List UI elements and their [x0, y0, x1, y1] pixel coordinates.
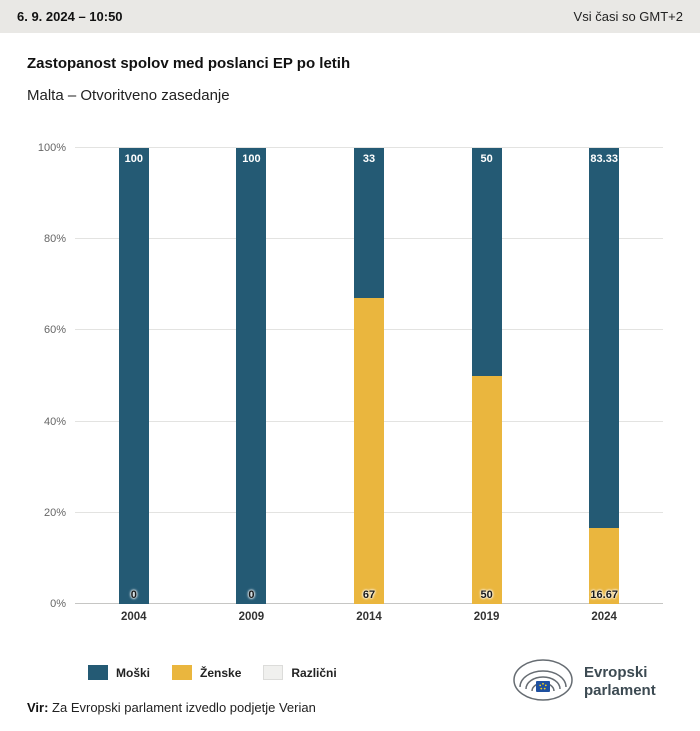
legend-item-2[interactable]: Različni	[263, 665, 337, 680]
bar-segment-1[interactable]	[589, 527, 620, 604]
page-title: Zastopanost spolov med poslanci EP po le…	[27, 55, 351, 72]
bar-value-label: 33	[362, 153, 376, 165]
bar-value-label: 100	[124, 153, 143, 165]
y-tick-label: 60%	[43, 324, 66, 337]
bar-segment-0[interactable]	[353, 148, 384, 299]
bar-value-label: 16.67	[590, 589, 618, 601]
legend-swatch	[88, 665, 108, 680]
bar-value-label: 50	[480, 153, 493, 165]
y-tick-label: 0%	[50, 598, 66, 610]
source-text: Za Evropski parlament izvedlo podjetje V…	[48, 700, 316, 715]
stacked-bar[interactable]: 83.33 16.67	[589, 148, 620, 604]
eu-flag-icon	[536, 681, 550, 692]
bar-segment-0[interactable]	[471, 148, 502, 376]
y-tick-label: 40%	[43, 415, 66, 428]
legend-label: Različni	[291, 665, 337, 680]
bar-value-label: 67	[362, 589, 376, 601]
x-tick-label: 2024	[591, 611, 617, 623]
x-tick-label: 2004	[121, 611, 147, 623]
page-subtitle: Malta – Otvoritveno zasedanje	[27, 87, 230, 104]
bar-segment-0[interactable]	[589, 148, 620, 528]
bar-segment-1[interactable]	[471, 376, 502, 604]
bar-value-label: 83.33	[590, 153, 618, 165]
x-tick-label: 2009	[238, 611, 265, 623]
bar-column: 33 67 2014	[310, 148, 428, 623]
x-tick-label: 2019	[473, 611, 500, 623]
bar-value-label: 50	[480, 589, 493, 601]
bar-segment-0[interactable]	[118, 148, 149, 604]
stacked-bar[interactable]: 100 0	[118, 148, 149, 604]
bar-column: 83.33 16.67 2024	[545, 148, 663, 623]
stacked-bar[interactable]: 100 0	[236, 148, 267, 604]
legend-item-0[interactable]: Moški	[88, 665, 150, 680]
bar-segment-0[interactable]	[236, 148, 267, 604]
timezone-text: Vsi časi so GMT+2	[573, 9, 683, 24]
y-tick-label: 100%	[37, 142, 66, 154]
x-tick-label: 2014	[356, 611, 382, 623]
logo-text-line1: Evropski	[584, 664, 647, 681]
legend-item-1[interactable]: Ženske	[172, 665, 241, 680]
gridline	[75, 147, 663, 148]
hemicycle-icon	[513, 659, 573, 701]
bar-column: 100 0 2009	[193, 148, 311, 623]
bar-value-label: 0	[248, 589, 255, 601]
top-bar: 6. 9. 2024 – 10:50 Vsi časi so GMT+2	[0, 0, 700, 33]
logo-text-line2: parlament	[584, 682, 656, 699]
stacked-bar[interactable]: 33 67	[353, 148, 384, 604]
y-tick-label: 80%	[43, 233, 66, 246]
bar-column: 100 0 2004	[75, 148, 193, 623]
y-tick-label: 20%	[43, 506, 66, 519]
bar-column: 50 50 2019	[428, 148, 546, 623]
bar-segment-1[interactable]	[353, 298, 384, 604]
legend-swatch	[263, 665, 284, 680]
bar-value-label: 0	[130, 589, 137, 601]
legend: Moški Ženske Različni	[88, 665, 337, 680]
source-label: Vir:	[27, 700, 49, 715]
legend-swatch	[172, 665, 193, 680]
source-note: Vir: Za Evropski parlament izvedlo podje…	[27, 700, 316, 715]
legend-label: Moški	[116, 665, 151, 680]
ep-logo: Evropski parlament	[512, 657, 684, 708]
bar-value-label: 100	[242, 153, 261, 165]
datetime-text: 6. 9. 2024 – 10:50	[17, 9, 123, 24]
stacked-bar[interactable]: 50 50	[471, 148, 502, 604]
plot-area: 0% 20% 40% 60% 80% 100% 100 0 2004 100 0 2009 33 67 20…	[38, 142, 663, 623]
bar-columns: 100 0 2004 100 0 2009 33 67 2014 50 50 2019 83.33 16.…	[75, 148, 663, 623]
legend-label: Ženske	[200, 665, 242, 680]
